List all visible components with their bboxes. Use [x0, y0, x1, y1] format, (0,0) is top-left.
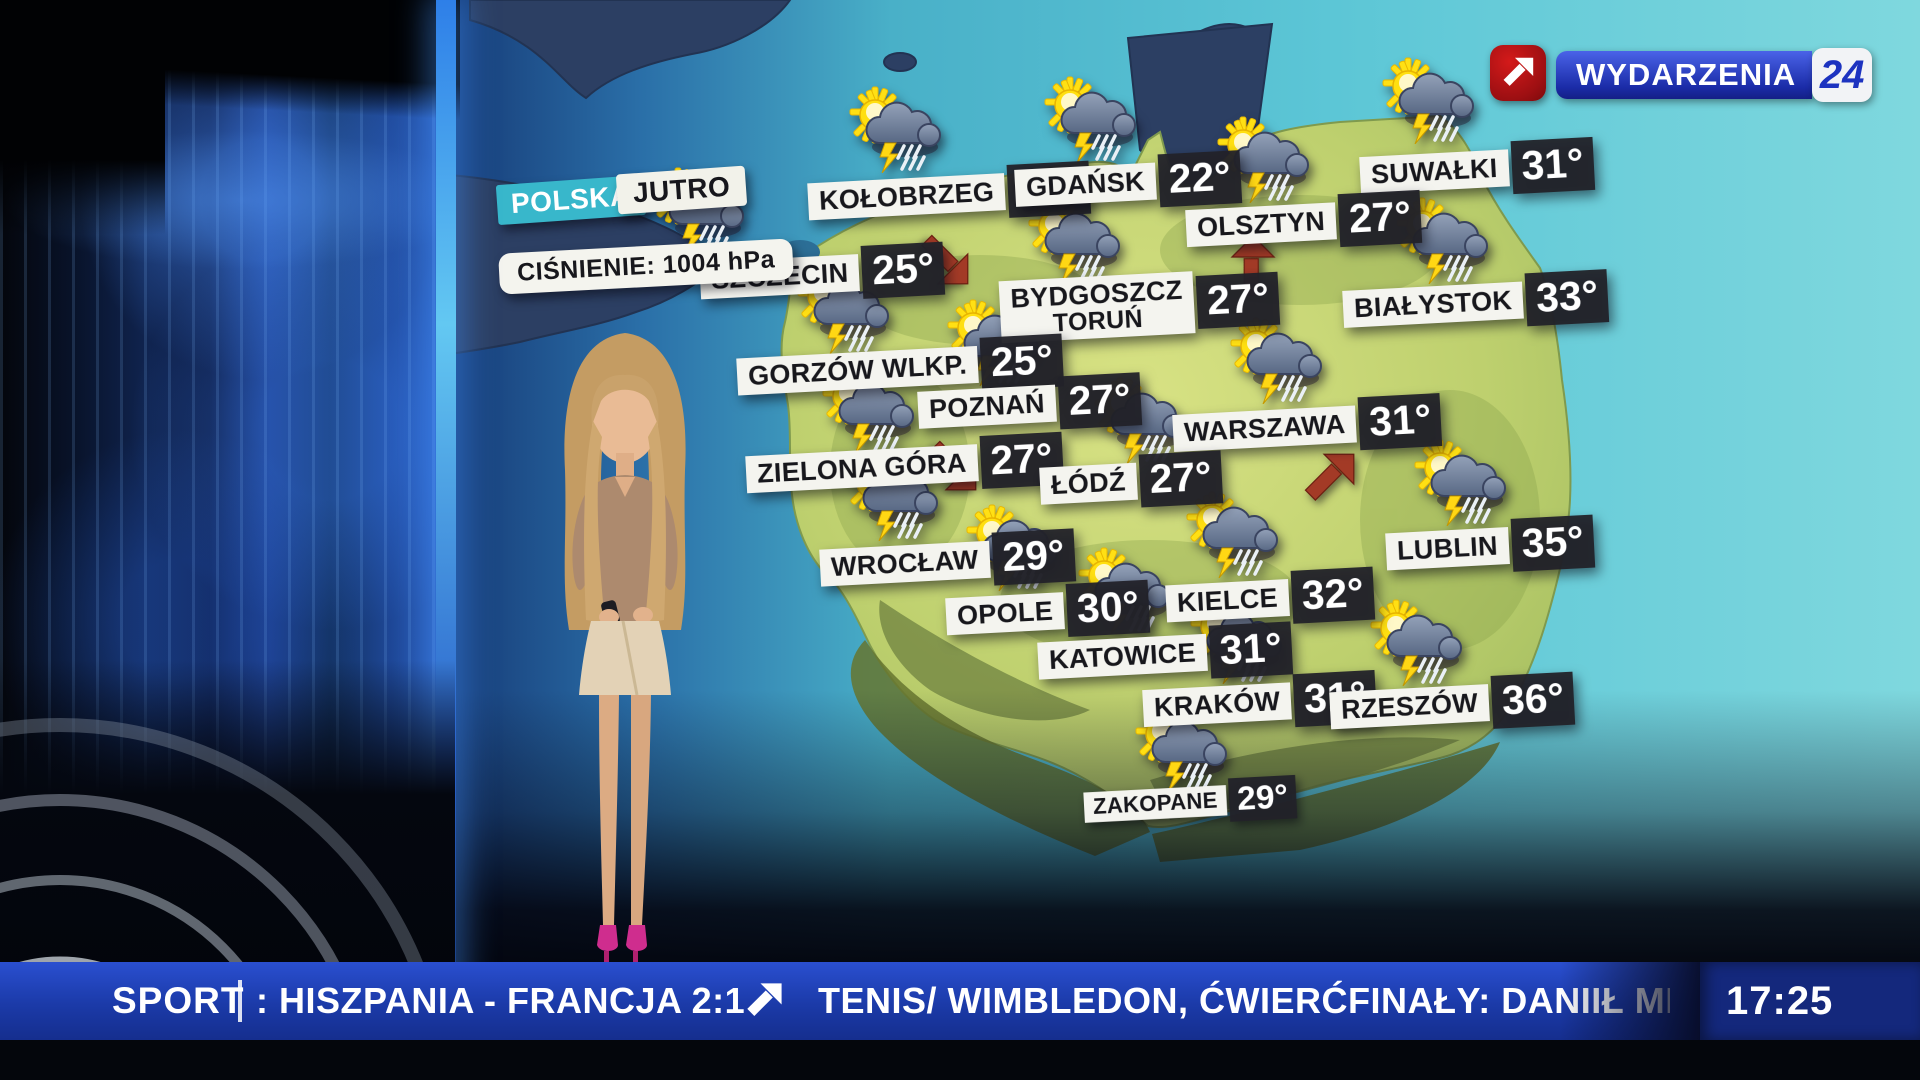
weather-presenter [564, 333, 686, 975]
city-name-box: WARSZAWA [1172, 405, 1358, 452]
city-name-label-2: TORUŃ [1052, 304, 1144, 338]
city-name-label: KRAKÓW [1153, 686, 1282, 723]
city-marker: BIAŁYSTOK 33° [1342, 269, 1610, 336]
city-temp-label: 33° [1524, 269, 1610, 327]
city-name-box: KRAKÓW [1142, 682, 1293, 727]
city-temp-label: 31° [1510, 136, 1595, 195]
storm-icon [1366, 598, 1462, 691]
city-name-box: OLSZTYN [1185, 202, 1338, 247]
city-temp-label: 31° [1208, 621, 1294, 679]
city-temp-label: 27° [1195, 271, 1281, 329]
city-marker: RZESZÓW 36° [1329, 671, 1576, 738]
city-name-label: ZIELONA GÓRA [756, 448, 968, 490]
city-name-box: KOŁOBRZEG [807, 173, 1007, 220]
city-name-label: GDAŃSK [1025, 166, 1146, 203]
city-marker: ZAKOPANE 29° [1083, 774, 1298, 830]
studio-ceiling-corner [0, 0, 165, 235]
city-name-box: RZESZÓW [1329, 684, 1490, 729]
bottom-black-strip [0, 1040, 1920, 1080]
clock-box: 17:25 [1700, 962, 1920, 1040]
city-marker: LUBLIN 35° [1385, 514, 1596, 579]
channel-arrow-icon [1490, 45, 1546, 101]
city-name-label: RZESZÓW [1340, 688, 1479, 726]
city-marker: OLSZTYN 27° [1185, 189, 1423, 255]
city-name-box: BYDGOSZCZ TORUŃ [998, 271, 1196, 344]
city-temp-label: 36° [1490, 671, 1576, 729]
storm-icon [845, 85, 941, 178]
city-name-label: WARSZAWA [1183, 409, 1347, 448]
news-ticker: SPORT : HISZPANIA - FRANCJA 2:1 TENIS/ W… [0, 962, 1920, 1040]
clock-time: 17:25 [1726, 978, 1834, 1023]
city-temp-label: 25° [860, 241, 946, 299]
ticker-arrow-icon [742, 979, 786, 1028]
city-temp-label: 31° [1357, 393, 1443, 451]
channel-number: 24 [1812, 48, 1873, 102]
city-name-box: OPOLE [945, 592, 1065, 635]
city-name-label: LUBLIN [1396, 531, 1499, 567]
channel-name: WYDARZENIA [1556, 51, 1813, 99]
city-name-label: KATOWICE [1048, 637, 1197, 676]
city-temp-label: 35° [1510, 514, 1596, 572]
wind-trend-arrow-icon [1298, 448, 1360, 510]
city-name-box: KIELCE [1165, 579, 1290, 622]
city-marker: ZIELONA GÓRA 27° [745, 431, 1064, 501]
city-temp-label: 27° [1138, 450, 1223, 508]
city-name-label: BIAŁYSTOK [1353, 285, 1513, 324]
city-name-label: WROCŁAW [830, 544, 980, 583]
city-name-box: BIAŁYSTOK [1342, 281, 1525, 328]
city-name-label: ZAKOPANE [1092, 788, 1219, 820]
city-name-label: POZNAŃ [928, 388, 1046, 425]
ticker-separator [238, 980, 242, 1022]
city-name-label: OPOLE [956, 596, 1054, 632]
city-name-label: KIELCE [1176, 583, 1279, 619]
city-name-box: GDAŃSK [1014, 163, 1157, 207]
city-temp-label: 27° [1337, 189, 1423, 248]
city-name-label: SUWAŁKI [1370, 153, 1499, 190]
city-name-box: ZAKOPANE [1083, 785, 1228, 823]
city-marker: ŁÓDŹ 27° [1039, 450, 1223, 512]
city-temp-label: 22° [1157, 150, 1243, 208]
ticker-headline: : HISZPANIA - FRANCJA 2:1 [256, 980, 746, 1021]
city-marker: KIELCE 32° [1165, 566, 1376, 631]
city-temp-label: 29° [991, 528, 1076, 586]
city-name-box: ŁÓDŹ [1039, 463, 1138, 505]
channel-logo: WYDARZENIA 24 [1490, 45, 1873, 102]
city-name-label: OLSZTYN [1196, 206, 1326, 244]
city-name-box: POZNAŃ [917, 385, 1057, 429]
city-temp-label: 32° [1290, 566, 1376, 624]
city-name-box: SUWAŁKI [1359, 149, 1510, 194]
city-name-box: KATOWICE [1037, 634, 1208, 680]
city-name-box: WROCŁAW [819, 541, 991, 587]
city-name-box: ZIELONA GÓRA [745, 444, 979, 493]
city-name-label: KOŁOBRZEG [818, 177, 995, 217]
ticker-category: SPORT [112, 980, 245, 1021]
city-temp-label: 27° [1057, 372, 1143, 430]
storm-icon [1040, 75, 1136, 168]
city-name-box: LUBLIN [1385, 527, 1510, 570]
ticker-fade [1560, 962, 1700, 1040]
ticker-headline-2: TENIS/ WIMBLEDON, ĆWIERĆFINAŁY: DANIIŁ M… [818, 980, 1670, 1021]
city-name-label: ŁÓDŹ [1050, 466, 1127, 501]
storm-icon [1410, 438, 1506, 531]
city-temp-label: 29° [1227, 774, 1298, 822]
storm-icon [1378, 56, 1474, 149]
